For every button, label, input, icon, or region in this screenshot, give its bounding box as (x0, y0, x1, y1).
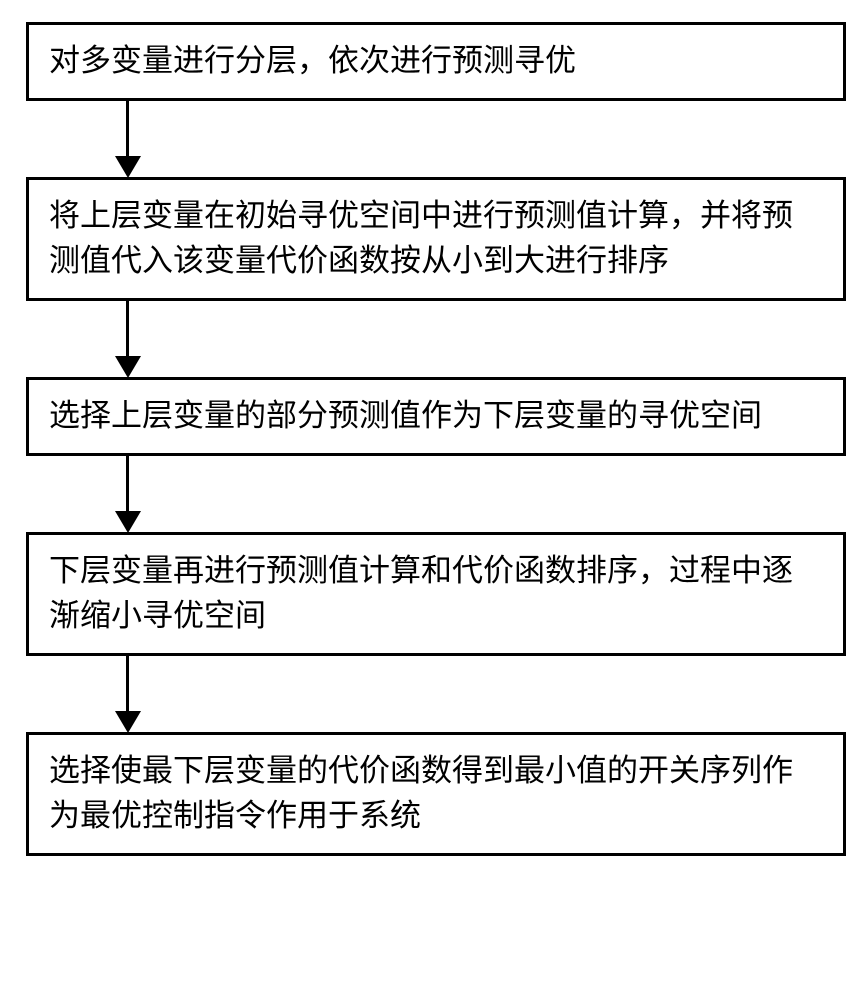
flow-node-1: 对多变量进行分层，依次进行预测寻优 (26, 22, 846, 101)
arrow-line-icon (126, 456, 129, 514)
flow-node-5: 选择使最下层变量的代价函数得到最小值的开关序列作为最优控制指令作用于系统 (26, 732, 846, 856)
arrow-line-icon (126, 656, 129, 714)
flow-node-4-text: 下层变量再进行预测值计算和代价函数排序，过程中逐渐缩小寻优空间 (49, 553, 793, 633)
flow-node-5-text: 选择使最下层变量的代价函数得到最小值的开关序列作为最优控制指令作用于系统 (49, 753, 793, 833)
flow-arrow-4 (26, 656, 846, 732)
arrow-down-icon (115, 156, 141, 178)
flow-node-4: 下层变量再进行预测值计算和代价函数排序，过程中逐渐缩小寻优空间 (26, 532, 846, 656)
arrow-down-icon (115, 356, 141, 378)
flow-node-3: 选择上层变量的部分预测值作为下层变量的寻优空间 (26, 377, 846, 456)
arrow-line-icon (126, 101, 129, 159)
flowchart-container: 对多变量进行分层，依次进行预测寻优 将上层变量在初始寻优空间中进行预测值计算，并… (26, 22, 846, 856)
arrow-down-icon (115, 511, 141, 533)
flow-arrow-2 (26, 301, 846, 377)
flow-node-1-text: 对多变量进行分层，依次进行预测寻优 (49, 43, 576, 78)
flow-node-2: 将上层变量在初始寻优空间中进行预测值计算，并将预测值代入该变量代价函数按从小到大… (26, 177, 846, 301)
flow-node-2-text: 将上层变量在初始寻优空间中进行预测值计算，并将预测值代入该变量代价函数按从小到大… (49, 198, 793, 278)
arrow-down-icon (115, 711, 141, 733)
flow-arrow-3 (26, 456, 846, 532)
flow-arrow-1 (26, 101, 846, 177)
flow-node-3-text: 选择上层变量的部分预测值作为下层变量的寻优空间 (49, 398, 762, 433)
arrow-line-icon (126, 301, 129, 359)
